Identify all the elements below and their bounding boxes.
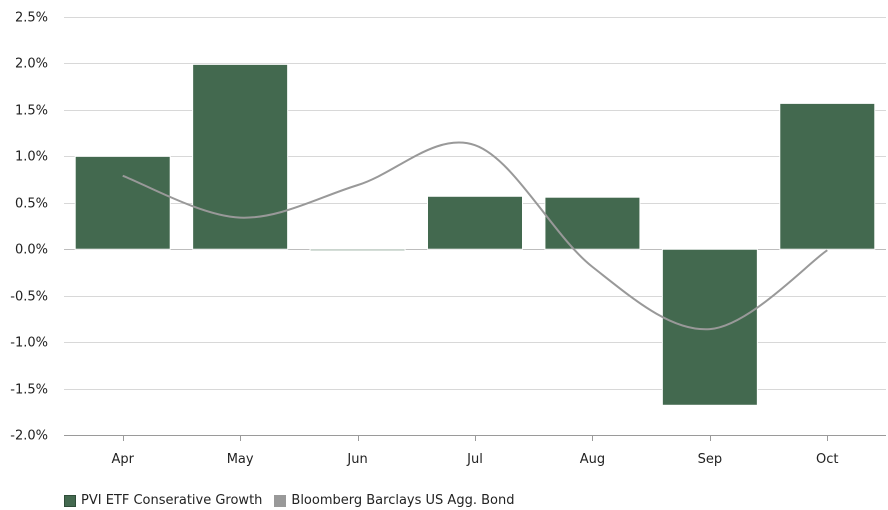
x-tick-label: Aug <box>580 452 605 467</box>
bar[interactable] <box>427 195 523 250</box>
y-tick-label: -1.0% <box>10 336 48 351</box>
bar[interactable] <box>779 102 876 250</box>
bar[interactable] <box>74 155 171 250</box>
bar-series <box>74 63 876 406</box>
x-axis: Apr May Jun Jul Aug Sep Oct <box>64 435 886 467</box>
legend: PVI ETF Conserative Growth Bloomberg Bar… <box>64 493 526 508</box>
y-tick-label: -0.5% <box>10 290 48 305</box>
x-tick-label: Apr <box>111 452 134 467</box>
line-series <box>122 141 828 331</box>
y-tick-label: 0.5% <box>15 197 48 212</box>
bar[interactable] <box>192 63 289 250</box>
y-axis-labels: 2.5% 2.0% 1.5% 1.0% 0.5% 0.0% -0.5% -1.0% -1.5% -… <box>10 11 48 444</box>
legend-item-fund[interactable]: PVI ETF Conserative Growth <box>64 493 262 508</box>
y-tick-label: -2.0% <box>10 429 48 444</box>
benchmark-line[interactable] <box>122 141 828 331</box>
x-tick-label: Jun <box>346 452 367 467</box>
legend-label-benchmark: Bloomberg Barclays US Agg. Bond <box>291 493 515 508</box>
bar[interactable] <box>309 248 406 252</box>
bar[interactable] <box>661 248 758 406</box>
y-tick-label: 1.0% <box>15 150 48 165</box>
x-tick-label: Oct <box>816 452 838 467</box>
y-tick-label: 2.0% <box>15 57 48 72</box>
y-tick-label: 1.5% <box>15 104 48 119</box>
bar[interactable] <box>544 196 641 250</box>
x-tick-label: May <box>227 452 254 467</box>
x-tick-label: Jul <box>466 452 483 467</box>
y-tick-label: 0.0% <box>15 243 48 258</box>
y-tick-label: 2.5% <box>15 11 48 26</box>
legend-swatch-benchmark <box>274 494 287 507</box>
legend-item-benchmark[interactable]: Bloomberg Barclays US Agg. Bond <box>274 493 514 508</box>
y-tick-label: -1.5% <box>10 383 48 398</box>
legend-label-fund: PVI ETF Conserative Growth <box>81 493 263 508</box>
x-tick-label: Sep <box>698 452 723 467</box>
legend-swatch-fund <box>64 494 76 507</box>
